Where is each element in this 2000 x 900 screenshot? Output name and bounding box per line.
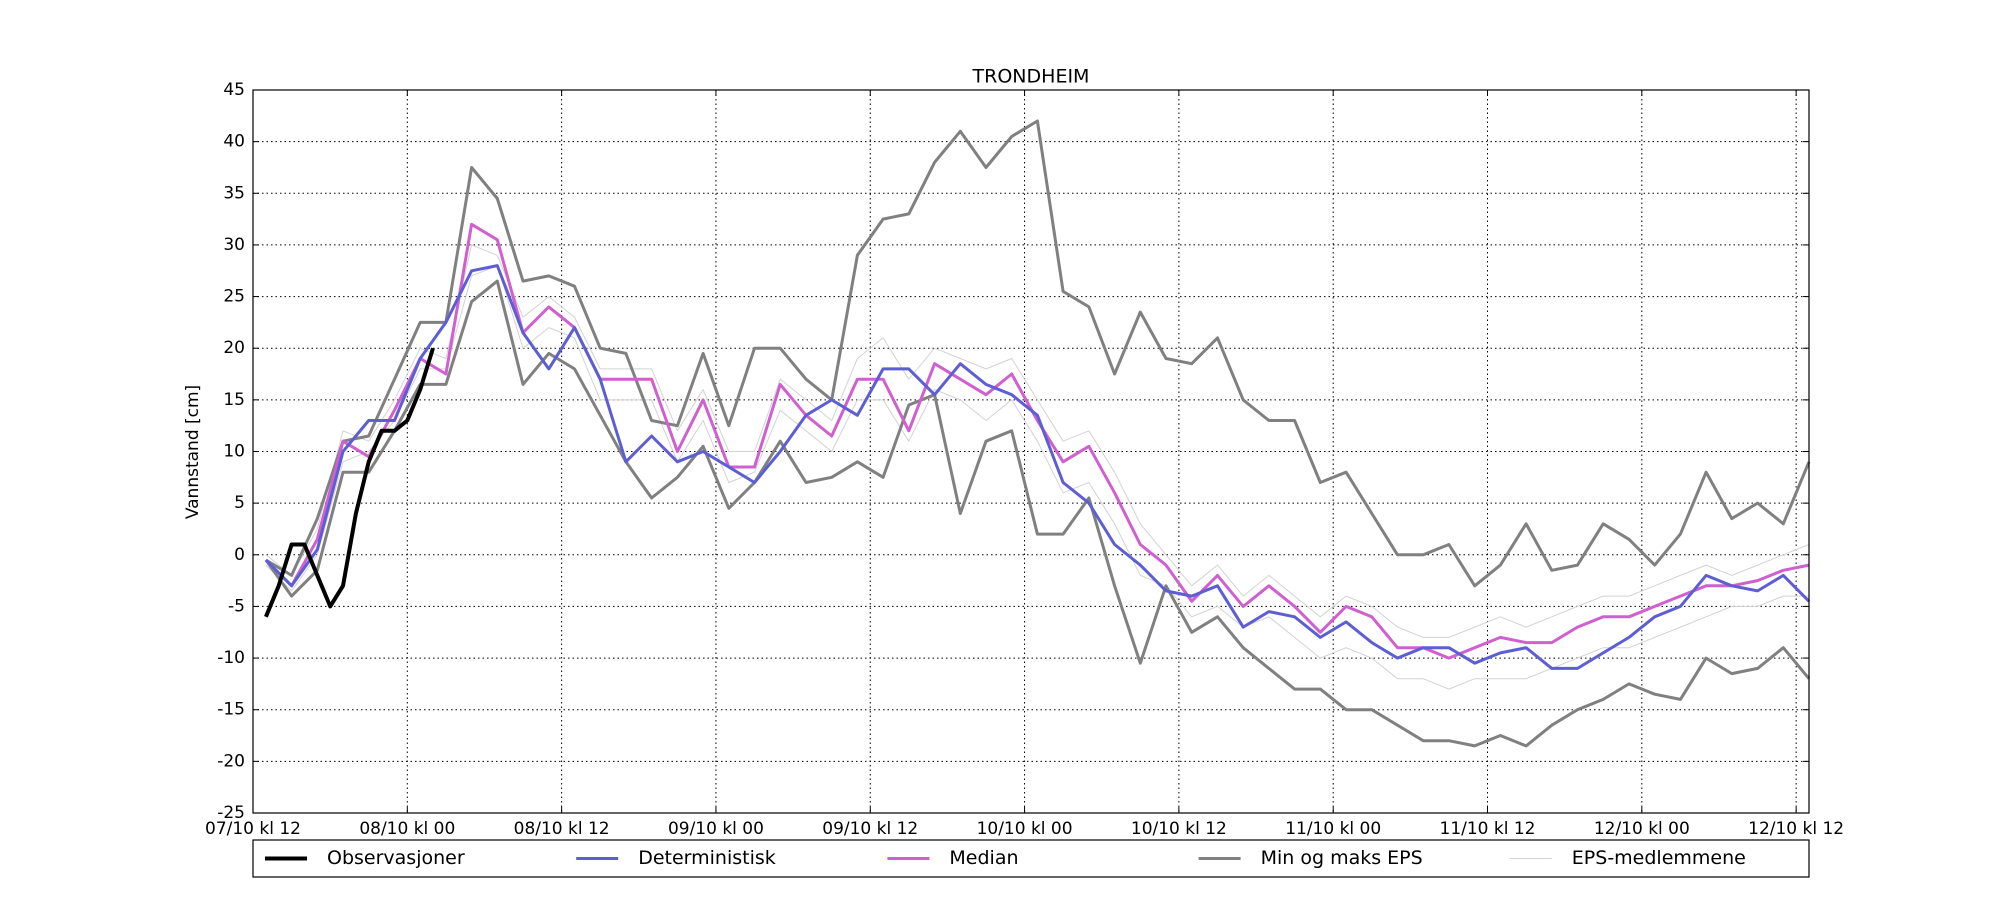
y-tick-label: 45 — [223, 80, 245, 100]
y-tick-label: -25 — [217, 803, 245, 823]
legend-label: Min og maks EPS — [1261, 847, 1423, 869]
series-line — [264, 264, 1811, 670]
plot-frame — [252, 89, 1810, 814]
legend-label: Observasjoner — [327, 847, 465, 869]
x-tick-label: 11/10 kl 00 — [1285, 819, 1381, 839]
x-tick-label: 08/10 kl 00 — [359, 819, 455, 839]
y-tick-label: 35 — [223, 183, 245, 203]
y-tick-label: 15 — [223, 390, 245, 410]
y-tick-label: -10 — [217, 648, 245, 668]
y-tick-label: 5 — [234, 493, 245, 513]
chart-title: TRONDHEIM — [972, 66, 1090, 88]
x-tick-label: 09/10 kl 12 — [822, 819, 918, 839]
x-tick-label: 12/10 kl 12 — [1748, 819, 1844, 839]
min-line — [264, 279, 1811, 748]
x-tick-label: 07/10 kl 12 — [205, 819, 301, 839]
legend-label: Deterministisk — [638, 847, 776, 869]
y-tick-label: -5 — [228, 596, 245, 616]
max-line — [265, 119, 1811, 588]
x-tick-label: 12/10 kl 00 — [1594, 819, 1690, 839]
y-tick-label: 0 — [234, 545, 245, 565]
legend-label: Median — [949, 847, 1018, 869]
legend-label: EPS-medlemmene — [1572, 847, 1746, 869]
y-tick-label: 20 — [223, 338, 245, 358]
y-tick-label: -15 — [217, 700, 245, 720]
y-tick-label: 30 — [223, 235, 245, 255]
series-line — [264, 347, 435, 618]
y-tick-label: -20 — [217, 751, 245, 771]
x-tick-label: 11/10 kl 12 — [1440, 819, 1536, 839]
y-tick-label: 10 — [223, 442, 245, 462]
x-tick-label: 10/10 kl 12 — [1131, 819, 1227, 839]
x-tick-label: 09/10 kl 00 — [668, 819, 764, 839]
x-tick-label: 08/10 kl 12 — [514, 819, 610, 839]
y-tick-label: 40 — [223, 132, 245, 152]
y-axis-label: Vannstand [cm] — [183, 385, 203, 519]
y-tick-label: 25 — [223, 287, 245, 307]
member-line — [265, 244, 1810, 638]
x-tick-label: 10/10 kl 00 — [977, 819, 1073, 839]
